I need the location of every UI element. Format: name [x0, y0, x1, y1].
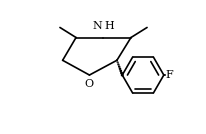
Circle shape [121, 74, 123, 76]
Circle shape [119, 68, 120, 69]
Text: F: F [165, 70, 173, 80]
Circle shape [120, 72, 122, 74]
Text: O: O [84, 79, 94, 89]
Circle shape [119, 70, 121, 71]
Circle shape [118, 66, 119, 67]
Text: H: H [104, 21, 114, 31]
Text: N: N [92, 21, 102, 31]
Circle shape [117, 64, 118, 65]
Circle shape [116, 60, 117, 61]
